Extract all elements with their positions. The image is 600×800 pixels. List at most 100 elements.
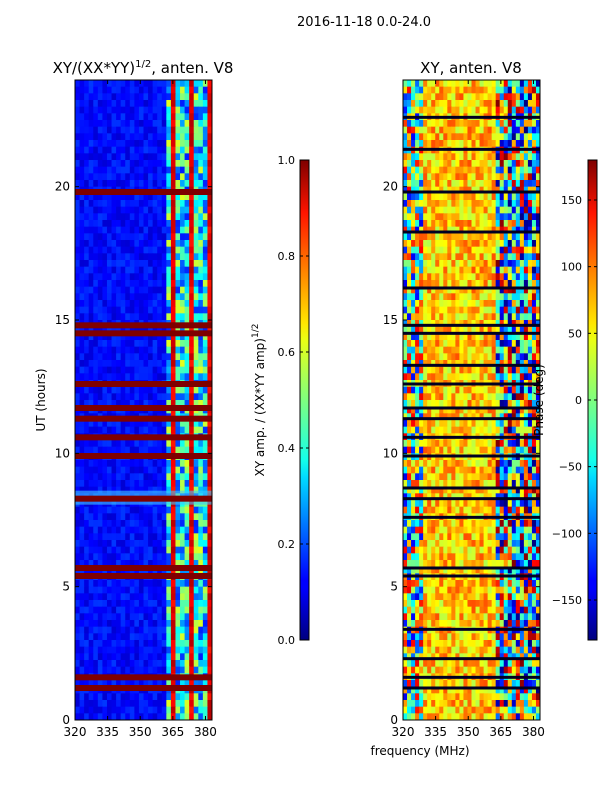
heatmap-cell bbox=[403, 233, 408, 241]
heatmap-cell bbox=[527, 246, 533, 254]
heatmap-cell bbox=[148, 460, 154, 468]
heatmap-cell bbox=[134, 180, 140, 188]
heatmap-cell bbox=[193, 93, 199, 101]
heatmap-cell bbox=[93, 133, 99, 141]
heatmap-cell bbox=[447, 273, 452, 281]
heatmap-cell bbox=[148, 706, 154, 714]
heatmap-cell bbox=[495, 313, 501, 321]
heatmap-cell bbox=[120, 713, 126, 720]
heatmap-cell bbox=[102, 560, 108, 568]
heatmap-cell bbox=[193, 180, 199, 188]
heatmap-cell bbox=[471, 160, 477, 168]
heatmap-cell bbox=[175, 200, 181, 208]
heatmap-cell bbox=[479, 86, 485, 94]
heatmap-cell bbox=[411, 293, 416, 301]
heatmap-cell bbox=[531, 353, 537, 361]
heatmap-cell bbox=[447, 200, 452, 208]
heatmap-cell bbox=[479, 413, 485, 421]
heatmap-cell bbox=[463, 133, 469, 141]
heatmap-cell bbox=[431, 93, 436, 101]
heatmap-cell bbox=[102, 386, 108, 394]
heatmap-cell bbox=[125, 680, 131, 688]
heatmap-cell bbox=[184, 560, 190, 568]
heatmap-cell bbox=[198, 293, 204, 301]
heatmap-cell bbox=[471, 273, 477, 281]
heatmap-cell bbox=[134, 506, 140, 514]
heatmap-cell bbox=[443, 273, 448, 281]
heatmap-cell bbox=[411, 386, 416, 394]
heatmap-cell bbox=[102, 280, 108, 288]
heatmap-cell bbox=[483, 406, 489, 414]
heatmap-cell bbox=[459, 473, 465, 481]
heatmap-cell bbox=[175, 253, 181, 261]
heatmap-cell bbox=[143, 126, 149, 134]
heatmap-cell bbox=[507, 186, 513, 194]
heatmap-cell bbox=[184, 246, 190, 254]
heatmap-cell bbox=[451, 253, 456, 261]
heatmap-cell bbox=[535, 160, 540, 168]
heatmap-cell bbox=[184, 80, 190, 88]
heatmap-cell bbox=[106, 293, 113, 301]
heatmap-cell bbox=[84, 580, 90, 588]
heatmap-cell bbox=[463, 80, 469, 88]
heatmap-cell bbox=[166, 220, 172, 228]
heatmap-cell bbox=[180, 206, 186, 214]
heatmap-cell bbox=[180, 300, 186, 308]
heatmap-cell bbox=[471, 420, 477, 428]
heatmap-cell bbox=[75, 286, 81, 294]
heatmap-cell bbox=[475, 420, 481, 428]
heatmap-cell bbox=[170, 693, 177, 701]
heatmap-cell bbox=[116, 373, 122, 381]
heatmap-cell bbox=[75, 253, 81, 261]
heatmap-cell bbox=[175, 560, 181, 568]
heatmap-cell bbox=[125, 620, 131, 628]
heatmap-cell bbox=[407, 200, 412, 208]
heatmap-cell bbox=[152, 713, 158, 720]
x-tick-label: 320 bbox=[64, 725, 87, 739]
heatmap-cell bbox=[166, 480, 172, 488]
heatmap-cell bbox=[427, 340, 432, 348]
heatmap-cell bbox=[102, 373, 108, 381]
heatmap-cell bbox=[459, 100, 465, 108]
heatmap-cell bbox=[143, 333, 149, 341]
heatmap-cell bbox=[79, 660, 85, 668]
heatmap-cell bbox=[102, 426, 108, 434]
heatmap-cell bbox=[427, 260, 432, 268]
heatmap-cell bbox=[157, 346, 163, 354]
heatmap-cell bbox=[143, 666, 149, 674]
heatmap-cell bbox=[198, 620, 204, 628]
heatmap-cell bbox=[451, 86, 456, 94]
heatmap-cell bbox=[161, 486, 167, 494]
heatmap-cell bbox=[423, 366, 428, 374]
heatmap-cell bbox=[184, 226, 190, 234]
heatmap-cell bbox=[447, 460, 452, 468]
heatmap-cell bbox=[161, 540, 167, 548]
heatmap-cell bbox=[184, 480, 190, 488]
heatmap-cell bbox=[531, 106, 537, 114]
heatmap-cell bbox=[152, 353, 158, 361]
heatmap-cell bbox=[407, 366, 412, 374]
heatmap-cell bbox=[88, 240, 94, 248]
heatmap-cell bbox=[411, 213, 416, 221]
heatmap-cell bbox=[475, 466, 481, 474]
heatmap-cell bbox=[180, 626, 186, 634]
heatmap-cell bbox=[487, 266, 493, 274]
heatmap-cell bbox=[161, 293, 167, 301]
heatmap-cell bbox=[463, 120, 469, 128]
heatmap-cell bbox=[79, 666, 85, 674]
heatmap-cell bbox=[88, 120, 94, 128]
heatmap-cell bbox=[97, 486, 103, 494]
heatmap-cell bbox=[157, 260, 163, 268]
heatmap-cell bbox=[157, 640, 163, 648]
heatmap-cell bbox=[84, 586, 90, 594]
heatmap-cell bbox=[166, 466, 172, 474]
heatmap-cell bbox=[202, 560, 209, 568]
heatmap-cell bbox=[499, 153, 505, 161]
heatmap-cell bbox=[134, 260, 140, 268]
heatmap-cell bbox=[93, 666, 99, 674]
heatmap-cell bbox=[415, 340, 420, 348]
heatmap-cell bbox=[202, 373, 209, 381]
heatmap-cell bbox=[443, 233, 448, 241]
heatmap-cell bbox=[152, 480, 158, 488]
heatmap-cell bbox=[471, 80, 477, 88]
